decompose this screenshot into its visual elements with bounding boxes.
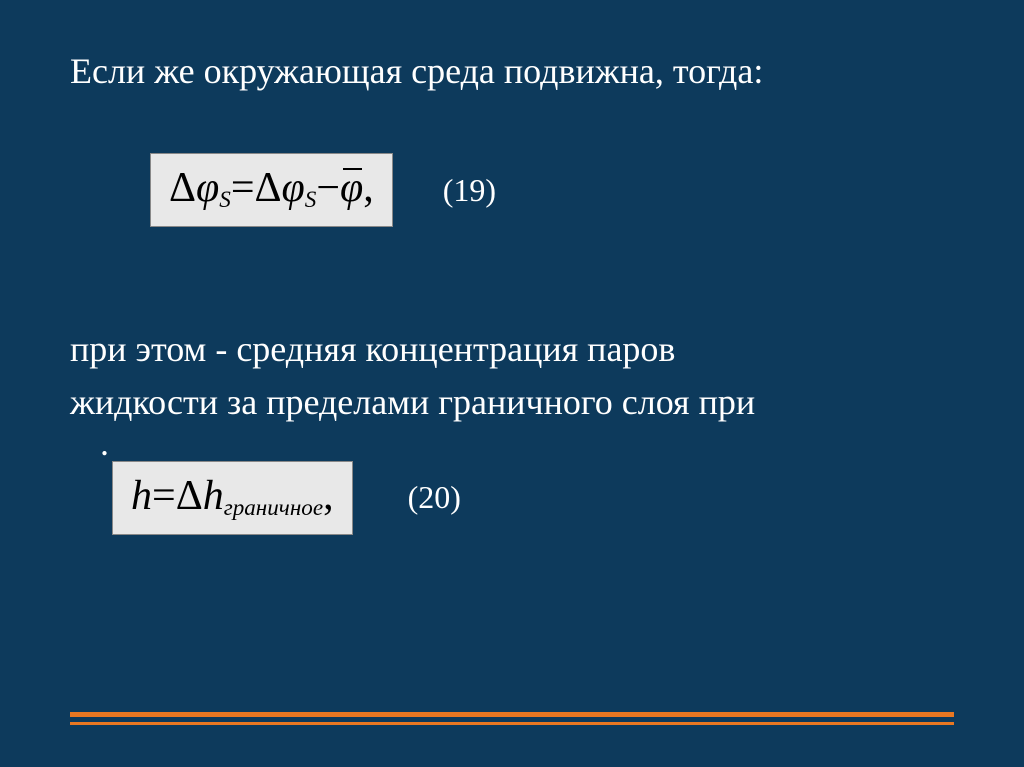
equals-sign: = [152,472,176,520]
equals-sign: = [231,164,255,212]
delta-symbol: Δ [255,164,282,212]
body-text-line-2: жидкости за пределами граничного слоя пр… [70,380,954,425]
dot-marker: . [70,433,954,455]
equation-number-2: (20) [408,479,461,516]
delta-symbol: Δ [176,472,203,520]
formula-2-row: h = Δhграничное, (20) [112,461,954,535]
delta-symbol: Δ [169,164,196,212]
minus-sign: − [316,164,340,212]
slide-title: Если же окружающая среда подвижна, тогда… [70,50,954,93]
phi-symbol: φ [282,164,305,212]
equation-number-1: (19) [443,172,496,209]
subscript-word: граничное [224,494,323,521]
subscript-s: S [219,186,231,213]
subscript-s: S [305,186,317,213]
rule-thin [70,722,954,725]
h-symbol: h [203,472,224,520]
rule-thick [70,712,954,717]
comma: , [323,472,334,520]
h-symbol: h [131,472,152,520]
formula-1-row: ΔφS = ΔφS − φ, (19) [150,153,954,227]
body-text-line-1: при этом - средняя концентрация паров [70,327,954,372]
phi-bar-symbol: φ [340,164,363,212]
phi-symbol: φ [196,164,219,212]
formula-1: ΔφS = ΔφS − φ, [150,153,393,227]
slide: Если же окружающая среда подвижна, тогда… [0,0,1024,767]
footer-rules [70,712,954,725]
formula-2: h = Δhграничное, [112,461,353,535]
comma: , [363,164,374,212]
